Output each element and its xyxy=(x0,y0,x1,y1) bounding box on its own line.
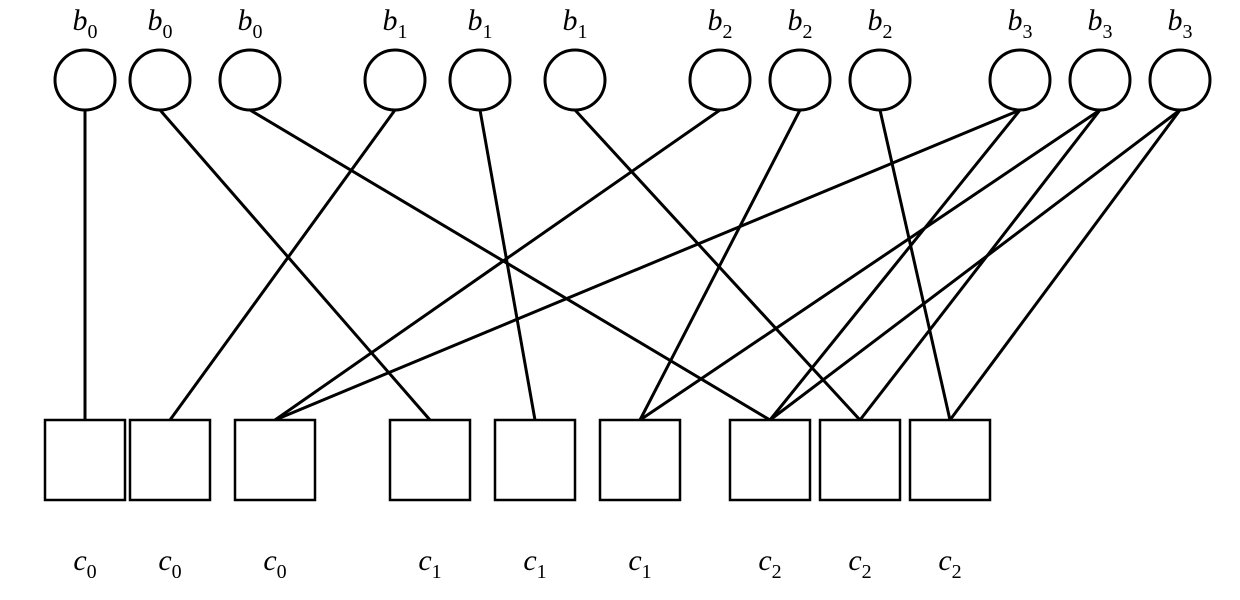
edge xyxy=(880,110,950,420)
edge xyxy=(575,110,860,420)
check-node xyxy=(910,420,990,500)
edges-layer xyxy=(85,110,1180,420)
variable-node-label: b0 xyxy=(238,4,263,43)
variable-node-label: b2 xyxy=(868,4,893,43)
variable-node xyxy=(850,50,910,110)
check-node-subscript: 1 xyxy=(432,561,442,583)
variable-node-subscript: 0 xyxy=(163,21,173,43)
check-node-subscript: 1 xyxy=(642,561,652,583)
bottom-labels-layer: c0 c0 c0 c1 c1 c1 c2 c2 c2 xyxy=(73,544,961,583)
variable-node-label: b1 xyxy=(468,4,493,43)
edge xyxy=(480,110,535,420)
check-node xyxy=(130,420,210,500)
check-node-subscript: 1 xyxy=(537,561,547,583)
variable-node xyxy=(770,50,830,110)
check-node-subscript: 2 xyxy=(772,561,782,583)
edge xyxy=(275,110,720,420)
variable-node-label: b0 xyxy=(73,4,98,43)
variable-node-subscript: 0 xyxy=(88,21,98,43)
check-node-subscript: 2 xyxy=(952,561,962,583)
check-node xyxy=(45,420,125,500)
edge xyxy=(275,110,1020,420)
check-node xyxy=(390,420,470,500)
check-node-subscript: 0 xyxy=(277,561,287,583)
variable-node xyxy=(130,50,190,110)
circles-layer xyxy=(55,50,1210,110)
edge xyxy=(250,110,770,420)
variable-node-subscript: 2 xyxy=(723,21,733,43)
variable-node-label: b0 xyxy=(148,4,173,43)
variable-node xyxy=(365,50,425,110)
check-node-subscript: 0 xyxy=(172,561,182,583)
check-node-label: c0 xyxy=(73,544,96,583)
variable-node-label: b2 xyxy=(708,4,733,43)
variable-node-subscript: 1 xyxy=(398,21,408,43)
variable-node xyxy=(1070,50,1130,110)
variable-node-subscript: 3 xyxy=(1183,21,1193,43)
variable-node-subscript: 1 xyxy=(483,21,493,43)
variable-node-subscript: 3 xyxy=(1103,21,1113,43)
check-node-subscript: 0 xyxy=(87,561,97,583)
check-node xyxy=(730,420,810,500)
edge xyxy=(770,110,1180,420)
variable-node-subscript: 3 xyxy=(1023,21,1033,43)
variable-node-subscript: 0 xyxy=(253,21,263,43)
check-node-label: c2 xyxy=(938,544,961,583)
variable-node xyxy=(1150,50,1210,110)
variable-node-subscript: 2 xyxy=(803,21,813,43)
variable-node-subscript: 1 xyxy=(578,21,588,43)
variable-node-label: b1 xyxy=(383,4,408,43)
variable-node xyxy=(220,50,280,110)
variable-node-label: b1 xyxy=(563,4,588,43)
edge xyxy=(640,110,1100,420)
check-node-subscript: 2 xyxy=(862,561,872,583)
check-node xyxy=(495,420,575,500)
top-labels-layer: b0 b0 b0 b1 b1 b1 b2 b2 b2 b3 b3 b3 xyxy=(73,4,1193,43)
check-node-label: c1 xyxy=(418,544,441,583)
squares-layer xyxy=(45,420,990,500)
variable-node xyxy=(545,50,605,110)
variable-node xyxy=(450,50,510,110)
check-node-label: c1 xyxy=(523,544,546,583)
check-node-label: c1 xyxy=(628,544,651,583)
variable-node xyxy=(690,50,750,110)
check-node xyxy=(600,420,680,500)
check-node xyxy=(235,420,315,500)
variable-node-label: b3 xyxy=(1008,4,1033,43)
variable-node-label: b3 xyxy=(1088,4,1113,43)
variable-node-label: b3 xyxy=(1168,4,1193,43)
variable-node-subscript: 2 xyxy=(883,21,893,43)
check-node-label: c0 xyxy=(263,544,286,583)
check-node-label: c0 xyxy=(158,544,181,583)
check-node-label: c2 xyxy=(758,544,781,583)
edge xyxy=(170,110,395,420)
edge xyxy=(640,110,800,420)
variable-node-label: b2 xyxy=(788,4,813,43)
variable-node xyxy=(990,50,1050,110)
check-node-label: c2 xyxy=(848,544,871,583)
bipartite-diagram: b0b0b0b1b1b1b2b2b2b3b3b3 c0c0c0c1c1c1c2c… xyxy=(0,0,1240,600)
variable-node xyxy=(55,50,115,110)
check-node xyxy=(820,420,900,500)
